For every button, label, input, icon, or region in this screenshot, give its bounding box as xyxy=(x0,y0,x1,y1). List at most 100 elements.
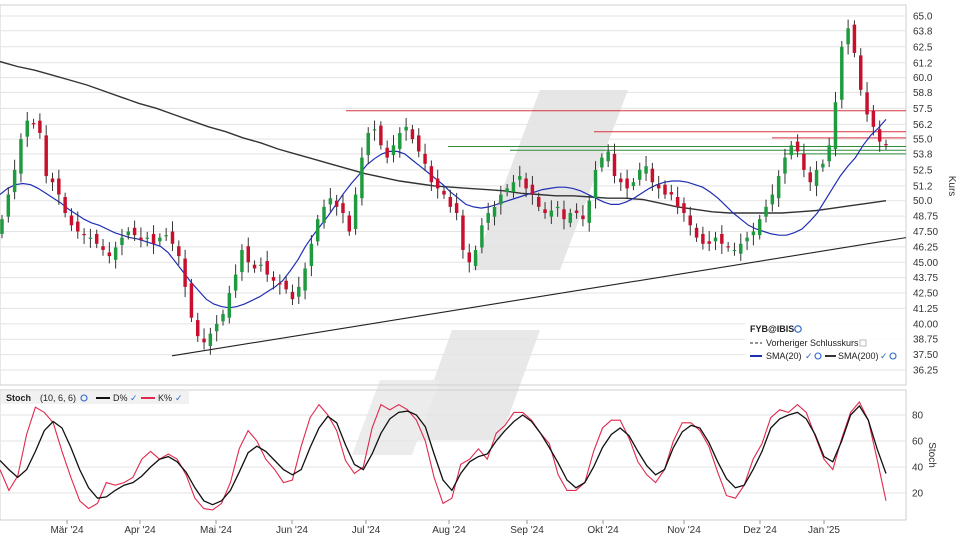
candle-body xyxy=(669,192,674,195)
price-tick-label: 36.25 xyxy=(913,366,938,377)
candle-body xyxy=(297,286,301,297)
price-tick-label: 46.25 xyxy=(913,242,938,253)
candle-body xyxy=(739,243,743,254)
candle-body xyxy=(158,237,162,242)
candle-body xyxy=(675,197,680,207)
candle-body xyxy=(69,215,74,226)
time-axis: Mär '24 Apr '24 Mai '24 Jun '24 Jul '24 Aug '… xyxy=(50,520,840,536)
candle-body xyxy=(770,194,775,205)
price-tick-label: 57.5 xyxy=(913,104,933,115)
candle-body xyxy=(259,264,263,266)
candle-body xyxy=(164,235,168,237)
stoch-k-line xyxy=(0,401,887,511)
stoch-tick-label: 60 xyxy=(912,437,924,448)
candle-body xyxy=(38,120,42,133)
candle-body xyxy=(113,247,118,260)
candle-body xyxy=(871,110,876,127)
candle-body xyxy=(587,200,591,223)
stoch-k-path xyxy=(0,401,887,511)
legend-sma200-check-icon[interactable]: ✓ xyxy=(880,351,888,361)
candle-body xyxy=(246,246,250,263)
candle-body xyxy=(366,132,370,156)
price-tick-label: 58.8 xyxy=(913,88,933,99)
candle-body xyxy=(562,209,566,220)
legend-sma20-settings-icon[interactable] xyxy=(814,352,822,360)
candle-body xyxy=(208,333,213,346)
candle-body xyxy=(290,291,295,300)
candle-body xyxy=(707,241,711,244)
candle-body xyxy=(423,153,427,164)
stoch-axis: 80 60 40 20 xyxy=(912,411,924,500)
candle-body xyxy=(631,182,636,186)
candle-body xyxy=(19,139,23,174)
stoch-d-label: D% xyxy=(113,393,128,403)
legend-prev-close-checkbox[interactable] xyxy=(859,339,867,347)
candle-body xyxy=(417,135,421,152)
candle-body xyxy=(536,197,541,207)
price-tick-label: 50.0 xyxy=(913,196,933,207)
stoch-d-line xyxy=(0,404,887,506)
candle-body xyxy=(315,219,320,242)
candle-body xyxy=(694,227,699,238)
candle-body xyxy=(76,221,80,232)
candle-body xyxy=(448,197,453,207)
stoch-k-check-icon[interactable]: ✓ xyxy=(175,393,183,403)
price-tick-label: 41.25 xyxy=(913,304,938,315)
price-tick-label: 60.0 xyxy=(913,73,933,84)
candle-body xyxy=(214,323,219,332)
candle-body xyxy=(663,184,667,195)
candle-body xyxy=(745,237,749,242)
candle-body xyxy=(593,169,598,199)
candle-body xyxy=(454,203,459,214)
legend-symbol: FYB@IBIS xyxy=(750,324,794,334)
legend-sma200-settings-icon[interactable] xyxy=(889,352,897,360)
stoch-plot-frame xyxy=(0,389,907,521)
candle-body xyxy=(341,203,345,214)
candle-body xyxy=(63,197,67,214)
candle-body xyxy=(473,249,478,266)
candle-body xyxy=(776,176,781,199)
candle-body xyxy=(852,24,857,53)
candle-body xyxy=(6,194,11,217)
candle-body xyxy=(12,169,17,193)
candle-body xyxy=(0,219,4,234)
price-grid xyxy=(0,15,906,371)
price-tick-label: 62.5 xyxy=(913,42,933,53)
candle-body xyxy=(189,283,194,318)
candle-body xyxy=(530,184,535,195)
stoch-d-check-icon[interactable]: ✓ xyxy=(130,393,138,403)
candle-body xyxy=(328,198,333,205)
stoch-header-bg xyxy=(1,391,189,404)
stoch-settings-icon[interactable] xyxy=(80,394,88,402)
price-plot-frame xyxy=(0,4,907,386)
candle-body xyxy=(410,129,415,140)
stoch-tick-label: 20 xyxy=(912,489,924,500)
time-tick-label: Dez '24 xyxy=(743,525,777,536)
stoch-tick-label: 40 xyxy=(912,463,924,474)
candle-body xyxy=(581,215,585,220)
support-trendline-path xyxy=(171,237,907,357)
candle-body xyxy=(884,144,888,146)
sma200-path xyxy=(0,60,887,214)
legend-sma200: SMA(200) xyxy=(838,351,879,361)
sma200-line xyxy=(0,60,887,214)
time-tick-label: Mai '24 xyxy=(200,525,232,536)
candle-body xyxy=(713,237,718,242)
candle-body xyxy=(720,233,724,244)
candle-body xyxy=(404,126,408,131)
candle-body xyxy=(877,129,882,142)
price-tick-label: 53.8 xyxy=(913,149,933,160)
legend-sma20-check-icon[interactable]: ✓ xyxy=(805,351,813,361)
legend-symbol-settings-icon[interactable] xyxy=(794,325,802,333)
candle-body xyxy=(600,157,604,168)
candle-body xyxy=(701,233,705,244)
price-tick-label: 48.75 xyxy=(913,212,938,223)
candle-body xyxy=(88,237,93,239)
price-legend: FYB@IBIS Vorheriger Schlusskurs SMA(20) … xyxy=(745,320,905,366)
candle-body xyxy=(827,145,831,162)
candle-body xyxy=(442,190,446,195)
candle-body xyxy=(524,178,528,189)
candle-body xyxy=(543,209,547,214)
price-tick-label: 43.75 xyxy=(913,273,938,284)
